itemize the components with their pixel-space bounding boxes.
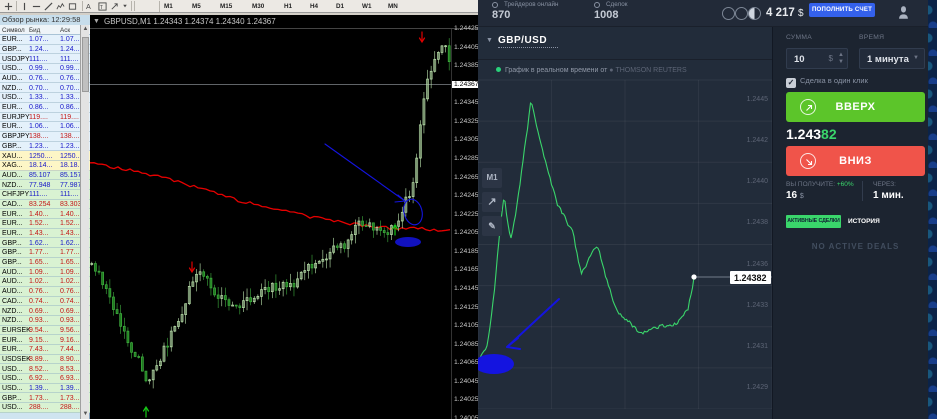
svg-text:A: A: [86, 2, 91, 11]
